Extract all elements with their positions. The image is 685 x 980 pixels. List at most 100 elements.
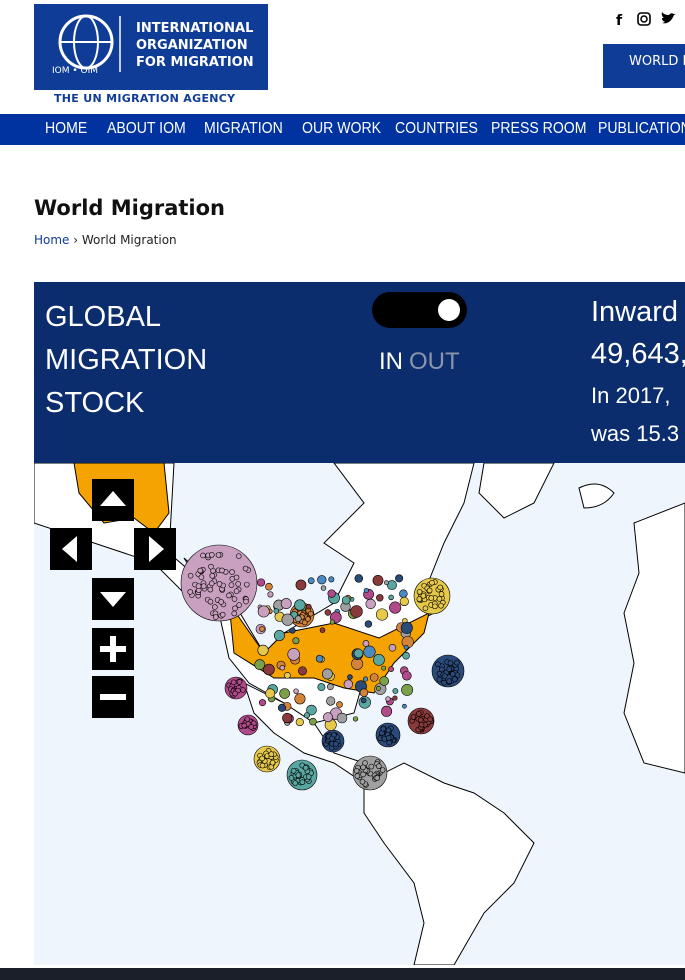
cluster-dot	[219, 611, 226, 618]
cluster-dot	[418, 721, 425, 728]
nav-item[interactable]: ABOUT IOM	[107, 120, 186, 137]
cluster-dot	[347, 674, 353, 680]
taskbar	[0, 968, 685, 980]
cluster-dot	[452, 676, 458, 683]
cluster-dot	[233, 588, 240, 594]
toggle-out[interactable]: OUT	[409, 348, 460, 375]
cluster-dot	[446, 678, 453, 685]
cluster-dot	[343, 679, 353, 689]
cluster-dot	[301, 619, 308, 626]
cluster-dot	[232, 605, 238, 612]
cluster-dot	[212, 604, 218, 610]
cluster-dot	[308, 610, 314, 617]
cluster-dot	[354, 574, 363, 583]
cluster-dot	[284, 671, 291, 679]
cluster-dot	[420, 593, 427, 599]
cluster-dot	[280, 598, 292, 610]
cluster-dot	[324, 609, 332, 616]
stat-heading: Inward	[591, 296, 679, 328]
cluster-dot	[353, 768, 360, 774]
cluster-dot	[235, 581, 241, 587]
cluster-dot	[438, 602, 444, 609]
breadcrumb-link[interactable]: Home	[34, 233, 70, 247]
cluster-dot	[359, 688, 369, 697]
cluster-dot	[257, 605, 270, 618]
cluster-dot	[360, 764, 366, 771]
nav-item[interactable]: COUNTRIES	[395, 120, 478, 137]
cluster-dot	[381, 705, 393, 717]
cluster-dot	[374, 775, 381, 781]
world-migration-button[interactable]: WORLD M	[603, 44, 685, 88]
cluster-dot	[332, 741, 339, 747]
cluster-dot	[317, 575, 327, 585]
stat-note: was 15.3	[591, 421, 680, 446]
cluster-dot	[436, 596, 443, 602]
stat-note: In 2017,	[591, 383, 671, 408]
map-controls[interactable]	[50, 479, 176, 718]
cluster-dot	[329, 735, 335, 742]
cluster-dot	[336, 712, 348, 724]
cluster-dot	[315, 654, 324, 663]
cluster-dot	[388, 644, 397, 652]
map[interactable]	[34, 463, 685, 965]
logo-abbr: IOM • OIM	[52, 66, 99, 76]
cluster-dot	[187, 589, 194, 595]
cluster-dot	[200, 583, 207, 589]
cluster-dot	[209, 552, 215, 558]
cluster-dot	[292, 637, 300, 645]
cluster-dot	[295, 579, 307, 591]
cluster-dot	[385, 735, 392, 741]
cluster-dot	[439, 666, 445, 673]
social-icons[interactable]: f	[612, 10, 685, 30]
nav-item[interactable]: PRESS ROOM	[491, 120, 587, 137]
cluster-dot	[449, 671, 456, 677]
cluster-dot	[319, 627, 326, 633]
cluster-dot	[410, 714, 417, 720]
cluster-dot	[368, 763, 375, 770]
cluster-dot	[350, 605, 363, 618]
cluster-dot	[259, 755, 265, 762]
cluster-dot	[327, 589, 336, 598]
cluster-dot	[195, 583, 202, 589]
cluster-dot	[385, 727, 392, 734]
cluster-dot	[279, 665, 286, 671]
cluster-dot	[212, 614, 219, 620]
cluster-dot	[360, 697, 367, 704]
migration-clusters	[180, 544, 465, 791]
page-title: World Migration	[34, 196, 226, 220]
cluster-dot	[326, 696, 336, 706]
nav-item[interactable]: HOME	[45, 120, 88, 137]
logo[interactable]	[34, 4, 268, 90]
cluster-dot	[231, 596, 238, 602]
cluster-dot	[416, 589, 423, 595]
cluster-dot	[265, 688, 276, 699]
cluster-dot	[302, 764, 309, 771]
cluster-dot	[268, 751, 275, 758]
logo-text: INTERNATIONAL ORGANIZATION FOR MIGRATION	[136, 21, 254, 70]
cluster-dot	[372, 574, 384, 586]
cluster-dot	[446, 666, 453, 673]
cluster-dot	[403, 644, 409, 650]
cluster-dot	[215, 552, 222, 558]
cluster-dot	[208, 563, 214, 570]
cluster-dot	[294, 693, 306, 705]
cluster-dot	[226, 592, 232, 599]
cluster-dot	[197, 567, 204, 574]
cluster-dot	[187, 572, 194, 579]
cluster-dot	[257, 644, 269, 656]
cluster-dot	[321, 668, 333, 680]
cluster-dot	[392, 688, 399, 694]
nav-item[interactable]: PUBLICATIONS	[598, 120, 685, 137]
nav-item[interactable]: MIGRATION	[204, 120, 283, 137]
cluster-dot	[353, 648, 364, 659]
cluster-dot	[265, 582, 273, 591]
cluster-dot	[309, 717, 317, 726]
cluster-dot	[388, 594, 394, 601]
cluster-dot	[232, 690, 238, 697]
nav-item[interactable]: OUR WORK	[302, 120, 382, 137]
cluster-dot	[229, 569, 235, 575]
cluster-dot	[376, 594, 384, 602]
cluster-dot	[401, 683, 414, 696]
cluster-dot	[328, 576, 335, 583]
toggle-in[interactable]: IN	[379, 348, 403, 375]
